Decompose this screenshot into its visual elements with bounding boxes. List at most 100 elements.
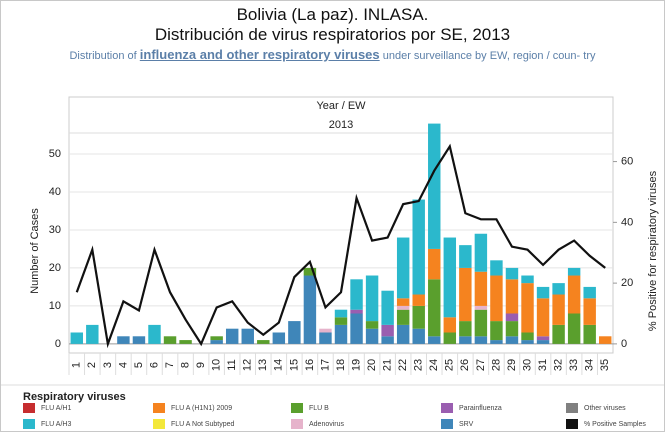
bar-segment	[179, 340, 192, 344]
legend-label: Other viruses	[584, 405, 626, 412]
y-tick-label: 50	[49, 148, 61, 160]
subtitle: Distribution of influenza and other resp…	[1, 48, 664, 63]
legend-swatch	[291, 419, 303, 429]
y2-axis-title: % Positive for respiratory viruses	[647, 170, 659, 331]
bar-segment	[428, 123, 441, 249]
bar-segment	[567, 267, 581, 276]
bar-segment	[303, 267, 317, 276]
bar-segment	[396, 324, 410, 344]
legend-label: FLU B	[309, 405, 329, 412]
bar-segment	[583, 324, 596, 344]
x-tick-label: 6	[148, 362, 160, 368]
x-tick-label: 2	[86, 362, 98, 368]
bar-segment	[210, 336, 223, 341]
y2-tick-label: 40	[621, 216, 633, 228]
subtitle-link[interactable]: influenza and other respiratory viruses	[139, 47, 380, 62]
bar-segment	[350, 309, 363, 314]
bar-segment	[490, 260, 503, 276]
x-tick-label: 30	[521, 359, 533, 371]
legend-label: FLU A/H1	[41, 405, 71, 412]
bar-segment	[412, 199, 425, 295]
bar-segment	[428, 248, 441, 280]
bar-segment	[505, 336, 519, 344]
bar-segment	[319, 328, 332, 333]
bar-segment	[490, 321, 503, 341]
y-tick-label: 0	[55, 338, 61, 350]
bar-segment	[132, 336, 146, 344]
legend-label: Parainfluenza	[459, 405, 502, 412]
bar-segment	[412, 328, 425, 344]
title-line-2: Distribución de virus respiratorios por …	[154, 25, 511, 44]
x-tick-label: 32	[553, 359, 565, 371]
bar-segment	[459, 336, 472, 344]
bar-segment	[583, 298, 596, 325]
bar-segment	[474, 309, 488, 337]
bar-segment	[536, 340, 550, 344]
y-tick-label: 20	[49, 262, 61, 274]
x-tick-label: 34	[584, 359, 596, 371]
y2-tick-label: 20	[621, 277, 633, 289]
bar-segment	[381, 324, 394, 337]
bar-segment	[319, 332, 332, 344]
bar-segment	[350, 313, 363, 344]
legend-swatch	[441, 403, 453, 413]
x-tick-label: 22	[397, 359, 409, 371]
legend-swatch	[566, 419, 578, 429]
bar-segment	[474, 336, 488, 344]
legend-swatch	[441, 419, 453, 429]
x-tick-label: 10	[211, 359, 223, 371]
y2-tick-label: 60	[621, 155, 633, 167]
x-tick-label: 15	[288, 359, 300, 371]
x-tick-label: 31	[537, 359, 549, 371]
x-tick-label: 9	[195, 362, 207, 368]
bar-segment	[536, 286, 550, 299]
subtitle-part: under surveillance by EW, region / coun-	[382, 50, 581, 62]
x-tick-label: 16	[304, 359, 316, 371]
x-tick-label: 24	[428, 359, 440, 371]
bar-segment	[567, 313, 581, 344]
bar-segment	[396, 298, 410, 306]
legend-label: FLU A Not Subtyped	[171, 421, 235, 428]
bar-segment	[490, 340, 503, 344]
x-tick-label: 28	[490, 359, 502, 371]
bar-segment	[412, 294, 425, 306]
y-tick-label: 40	[49, 186, 61, 198]
y2-tick-label: 0	[621, 338, 627, 350]
bar-segment	[225, 328, 239, 344]
x-tick-label: 18	[335, 359, 347, 371]
x-tick-label: 19	[350, 359, 362, 371]
x-tick-label: 20	[366, 359, 378, 371]
title: Bolivia (La paz). INLASA.	[236, 5, 429, 24]
x-tick-label: 14	[273, 359, 285, 371]
bar-segment	[583, 286, 596, 299]
bar-segment	[365, 328, 379, 344]
bar-segment	[381, 290, 394, 325]
bar-segment	[272, 332, 286, 344]
bar-segment	[365, 321, 379, 329]
bar-segment	[241, 328, 254, 344]
x-tick-label: 35	[599, 359, 611, 371]
legend-label: FLU A/H3	[41, 421, 71, 428]
bar-segment	[117, 336, 130, 344]
x-tick-label: 1	[71, 362, 83, 368]
x-tick-label: 5	[133, 362, 145, 368]
legend-label: FLU A (H1N1) 2009	[171, 405, 232, 412]
legend-swatch	[566, 403, 578, 413]
bar-segment	[521, 332, 534, 341]
legend-title: Respiratory viruses	[23, 391, 126, 403]
bar-segment	[505, 267, 519, 280]
bar-segment	[521, 340, 534, 344]
legend-swatch	[153, 403, 165, 413]
bar-segment	[536, 298, 550, 337]
bar-segment	[303, 275, 317, 344]
bar-segment	[443, 332, 457, 344]
bar-segment	[210, 340, 223, 344]
bar-segment	[474, 233, 488, 272]
bar-segment	[552, 294, 565, 325]
bar-segment	[459, 321, 472, 337]
legend-label: % Positive Samples	[584, 421, 646, 428]
x-tick-label: 17	[319, 359, 331, 371]
bar-segment	[396, 305, 410, 310]
